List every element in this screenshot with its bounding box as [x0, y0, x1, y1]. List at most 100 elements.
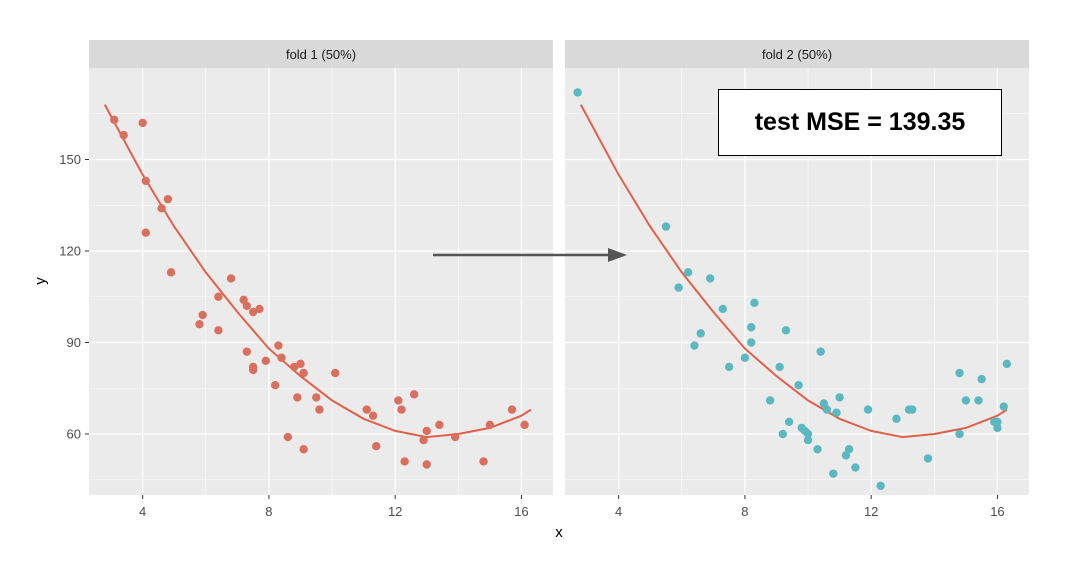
- data-point: [507, 405, 517, 414]
- y-tick-label: 60: [67, 427, 81, 442]
- data-point: [419, 435, 428, 445]
- data-point: [331, 368, 340, 378]
- data-point: [674, 283, 683, 292]
- data-point: [422, 426, 431, 436]
- panel-1-background: [89, 68, 553, 495]
- arrow-head: [608, 248, 627, 262]
- data-point: [784, 417, 794, 426]
- data-point: [166, 268, 176, 277]
- data-point: [368, 411, 378, 420]
- x-tick-label: 8: [265, 504, 272, 519]
- data-point: [876, 481, 885, 491]
- data-point: [822, 405, 832, 414]
- x-tick-label: 12: [388, 504, 402, 519]
- data-point: [781, 326, 791, 335]
- data-point: [803, 429, 813, 439]
- strip-1-label: fold 1 (50%): [286, 47, 356, 62]
- panel-1-grid: [89, 68, 553, 495]
- data-point: [747, 338, 756, 347]
- x-tick-label: 16: [514, 504, 528, 519]
- data-point: [844, 445, 854, 454]
- data-point: [851, 463, 860, 472]
- data-point: [119, 130, 128, 140]
- data-point: [908, 405, 917, 414]
- data-point: [299, 368, 308, 378]
- data-point: [141, 176, 151, 186]
- data-point: [248, 365, 258, 375]
- data-point: [718, 304, 728, 314]
- x-tick-label: 16: [990, 504, 1004, 519]
- data-point: [974, 396, 983, 405]
- panel-1-fit-line: [103, 104, 532, 439]
- data-point: [778, 429, 787, 439]
- data-point: [271, 381, 280, 390]
- data-point: [261, 356, 270, 365]
- x-axis-title: x: [555, 524, 563, 541]
- panel-2-points: [573, 88, 1012, 491]
- data-point: [141, 228, 151, 237]
- data-point: [999, 402, 1008, 411]
- data-point: [724, 362, 734, 372]
- data-point: [683, 268, 693, 277]
- transfer-arrow: [433, 248, 627, 262]
- data-point: [242, 301, 252, 311]
- x-tick-label: 4: [615, 504, 622, 519]
- data-point: [740, 353, 750, 362]
- data-point: [422, 460, 431, 469]
- data-point: [299, 445, 308, 454]
- x-tick-label: 12: [864, 504, 878, 519]
- data-point: [832, 408, 841, 417]
- y-tick-label: 120: [59, 244, 81, 259]
- data-point: [747, 323, 756, 332]
- data-point: [315, 405, 324, 414]
- data-point: [157, 204, 166, 213]
- data-point: [400, 457, 409, 466]
- data-point: [397, 405, 406, 414]
- data-point: [293, 393, 302, 402]
- data-point: [226, 274, 236, 283]
- y-tick-label: 150: [59, 152, 81, 167]
- data-point: [955, 368, 964, 378]
- strip-1-background: [89, 40, 553, 68]
- data-point: [242, 347, 252, 356]
- data-point: [198, 310, 207, 320]
- data-point: [750, 298, 759, 308]
- data-point: [705, 274, 715, 283]
- x-axis-ticks: 4 8 12 16 4 8 12 16: [139, 495, 1005, 519]
- x-tick-label: 8: [741, 504, 748, 519]
- data-point: [775, 362, 784, 372]
- data-point: [163, 194, 173, 204]
- data-point: [479, 457, 488, 466]
- data-point: [923, 454, 933, 463]
- data-point: [214, 292, 223, 301]
- data-point: [214, 326, 223, 335]
- data-point: [195, 320, 204, 329]
- data-point: [765, 396, 775, 405]
- data-point: [312, 393, 321, 402]
- data-point: [829, 469, 838, 478]
- data-point: [816, 347, 825, 356]
- data-point: [794, 381, 803, 390]
- y-tick-label: 90: [67, 335, 81, 350]
- x-tick-label: 4: [139, 504, 146, 519]
- test-mse-annotation-box: test MSE = 139.35: [718, 89, 1002, 156]
- strip-2-background: [565, 40, 1029, 68]
- data-point: [296, 359, 305, 369]
- data-point: [696, 329, 705, 338]
- data-point: [248, 307, 258, 317]
- data-point: [835, 393, 844, 402]
- data-point: [690, 341, 699, 350]
- data-point: [993, 417, 1002, 426]
- data-point: [661, 222, 671, 231]
- data-point: [289, 362, 299, 372]
- data-point: [520, 420, 529, 430]
- data-point: [1002, 359, 1012, 369]
- data-point: [573, 88, 582, 97]
- data-point: [274, 341, 283, 350]
- y-axis-title: y: [32, 277, 49, 285]
- data-point: [955, 429, 964, 439]
- panel-1-points: [110, 115, 529, 469]
- data-point: [485, 420, 495, 430]
- data-point: [394, 396, 403, 405]
